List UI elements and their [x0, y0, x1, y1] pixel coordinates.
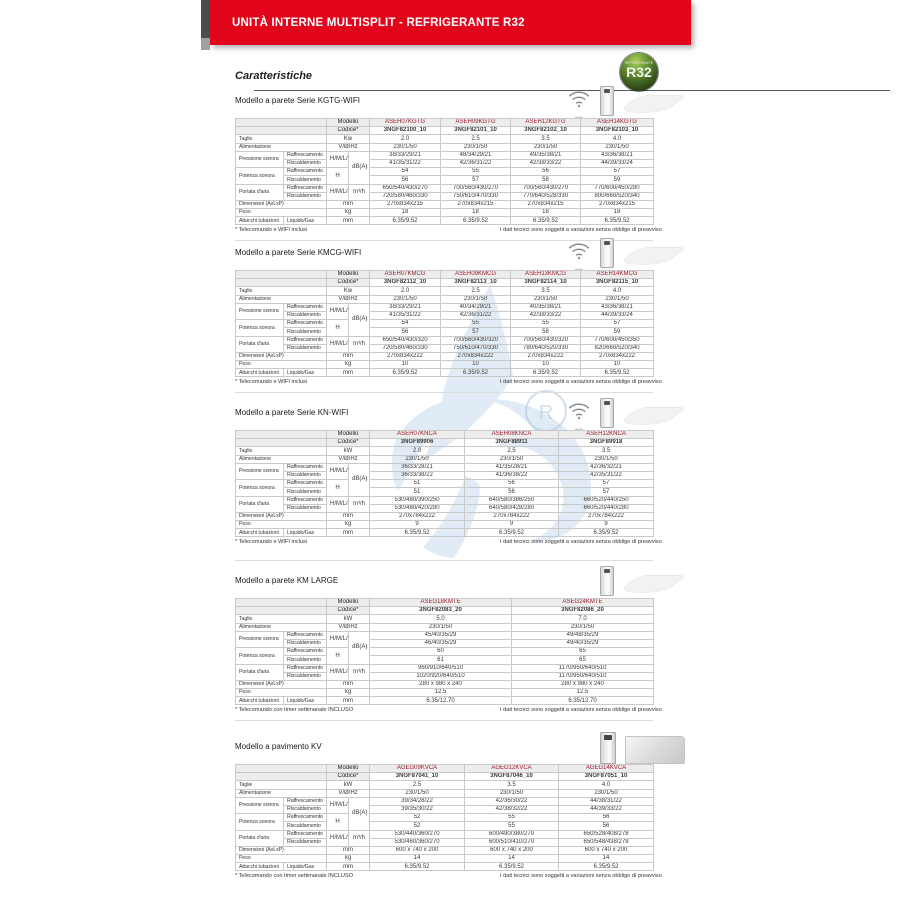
- svg-text:R: R: [539, 402, 553, 424]
